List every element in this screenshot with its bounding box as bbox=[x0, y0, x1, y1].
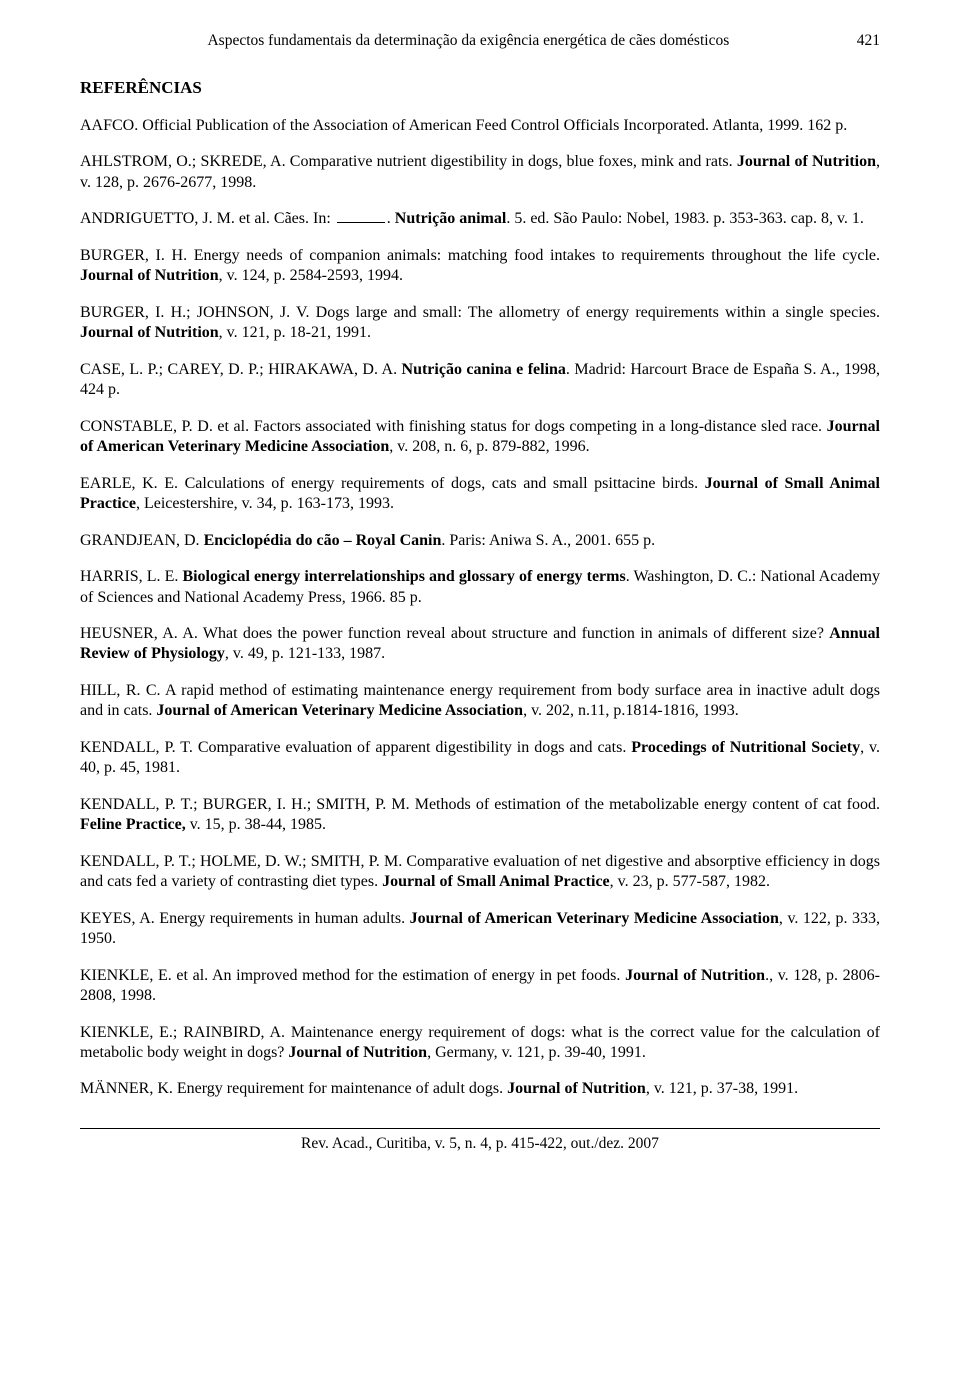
reference-title-bold: Biological energy interrelationships and… bbox=[182, 568, 625, 585]
running-head: Aspectos fundamentais da determinação da… bbox=[80, 32, 880, 50]
reference-text: CONSTABLE, P. D. et al. Factors associat… bbox=[80, 418, 827, 435]
reference-title-bold: Journal of American Veterinary Medicine … bbox=[156, 702, 523, 719]
reference-title-bold: Journal of Nutrition bbox=[80, 267, 219, 284]
footer-citation: Rev. Acad., Curitiba, v. 5, n. 4, p. 415… bbox=[80, 1135, 880, 1153]
reference-entry: KIENKLE, E.; RAINBIRD, A. Maintenance en… bbox=[80, 1023, 880, 1064]
reference-text: KENDALL, P. T. Comparative evaluation of… bbox=[80, 739, 631, 756]
reference-entry: BURGER, I. H.; JOHNSON, J. V. Dogs large… bbox=[80, 303, 880, 344]
reference-text: KENDALL, P. T.; BURGER, I. H.; SMITH, P.… bbox=[80, 796, 880, 813]
reference-text: AAFCO. Official Publication of the Assoc… bbox=[80, 117, 847, 134]
reference-entry: KENDALL, P. T. Comparative evaluation of… bbox=[80, 738, 880, 779]
section-title-references: REFERÊNCIAS bbox=[80, 78, 880, 98]
reference-title-bold: Journal of Nutrition bbox=[507, 1080, 646, 1097]
reference-entry: HILL, R. C. A rapid method of estimating… bbox=[80, 681, 880, 722]
reference-text: KEYES, A. Energy requirements in human a… bbox=[80, 910, 410, 927]
reference-entry: GRANDJEAN, D. Enciclopédia do cão – Roya… bbox=[80, 531, 880, 551]
reference-entry: KENDALL, P. T.; HOLME, D. W.; SMITH, P. … bbox=[80, 852, 880, 893]
reference-text: , v. 202, n.11, p.1814-1816, 1993. bbox=[523, 702, 739, 719]
reference-text: ANDRIGUETTO, J. M. et al. Cães. In: bbox=[80, 210, 335, 227]
reference-text: , v. 121, p. 37-38, 1991. bbox=[646, 1080, 798, 1097]
reference-text: , v. 124, p. 2584-2593, 1994. bbox=[219, 267, 403, 284]
reference-title-bold: Feline Practice, bbox=[80, 816, 186, 833]
reference-text: . bbox=[387, 210, 395, 227]
reference-entry: KIENKLE, E. et al. An improved method fo… bbox=[80, 966, 880, 1007]
reference-text: AHLSTROM, O.; SKREDE, A. Comparative nut… bbox=[80, 153, 737, 170]
reference-entry: AHLSTROM, O.; SKREDE, A. Comparative nut… bbox=[80, 152, 880, 193]
reference-title-bold: Journal of American Veterinary Medicine … bbox=[410, 910, 779, 927]
page-number: 421 bbox=[857, 32, 880, 50]
reference-text: v. 15, p. 38-44, 1985. bbox=[186, 816, 326, 833]
reference-title-bold: Nutrição canina e felina bbox=[402, 361, 566, 378]
reference-text: EARLE, K. E. Calculations of energy requ… bbox=[80, 475, 705, 492]
reference-text: KIENKLE, E. et al. An improved method fo… bbox=[80, 967, 625, 984]
reference-text: , v. 208, n. 6, p. 879-882, 1996. bbox=[389, 438, 589, 455]
reference-text: , Germany, v. 121, p. 39-40, 1991. bbox=[427, 1044, 646, 1061]
reference-entry: EARLE, K. E. Calculations of energy requ… bbox=[80, 474, 880, 515]
reference-title-bold: Journal of Nutrition bbox=[737, 153, 876, 170]
reference-entry: ANDRIGUETTO, J. M. et al. Cães. In: . Nu… bbox=[80, 209, 880, 229]
reference-text: HARRIS, L. E. bbox=[80, 568, 182, 585]
reference-entry: HARRIS, L. E. Biological energy interrel… bbox=[80, 567, 880, 608]
reference-entry: HEUSNER, A. A. What does the power funct… bbox=[80, 624, 880, 665]
reference-text: , Leicestershire, v. 34, p. 163-173, 199… bbox=[136, 495, 394, 512]
reference-title-bold: Journal of Nutrition bbox=[80, 324, 219, 341]
reference-text: MÄNNER, K. Energy requirement for mainte… bbox=[80, 1080, 507, 1097]
reference-title-bold: Journal of Small Animal Practice bbox=[382, 873, 610, 890]
reference-title-bold: Journal of Nutrition bbox=[625, 967, 765, 984]
reference-text: HEUSNER, A. A. What does the power funct… bbox=[80, 625, 829, 642]
reference-entry: KENDALL, P. T.; BURGER, I. H.; SMITH, P.… bbox=[80, 795, 880, 836]
reference-title-bold: Nutrição animal bbox=[395, 210, 507, 227]
reference-entry: BURGER, I. H. Energy needs of companion … bbox=[80, 246, 880, 287]
running-title: Aspectos fundamentais da determinação da… bbox=[207, 32, 729, 49]
reference-text: . Paris: Aniwa S. A., 2001. 655 p. bbox=[441, 532, 655, 549]
reference-text: . 5. ed. São Paulo: Nobel, 1983. p. 353-… bbox=[506, 210, 864, 227]
reference-title-bold: Enciclopédia do cão – Royal Canin bbox=[204, 532, 442, 549]
reference-text: , v. 23, p. 577-587, 1982. bbox=[610, 873, 770, 890]
reference-entry: AAFCO. Official Publication of the Assoc… bbox=[80, 116, 880, 136]
reference-entry: MÄNNER, K. Energy requirement for mainte… bbox=[80, 1079, 880, 1099]
reference-text: BURGER, I. H. Energy needs of companion … bbox=[80, 247, 880, 264]
reference-text: CASE, L. P.; CAREY, D. P.; HIRAKAWA, D. … bbox=[80, 361, 402, 378]
reference-text: , v. 121, p. 18-21, 1991. bbox=[219, 324, 371, 341]
blank-line bbox=[337, 222, 385, 223]
reference-entry: CASE, L. P.; CAREY, D. P.; HIRAKAWA, D. … bbox=[80, 360, 880, 401]
reference-text: GRANDJEAN, D. bbox=[80, 532, 204, 549]
reference-text: BURGER, I. H.; JOHNSON, J. V. Dogs large… bbox=[80, 304, 880, 321]
page-container: Aspectos fundamentais da determinação da… bbox=[0, 0, 960, 1394]
reference-entry: CONSTABLE, P. D. et al. Factors associat… bbox=[80, 417, 880, 458]
reference-title-bold: Procedings of Nutritional Society bbox=[631, 739, 860, 756]
references-list: AAFCO. Official Publication of the Assoc… bbox=[80, 116, 880, 1100]
reference-title-bold: Journal of Nutrition bbox=[288, 1044, 427, 1061]
reference-entry: KEYES, A. Energy requirements in human a… bbox=[80, 909, 880, 950]
footer-rule bbox=[80, 1128, 880, 1129]
reference-text: , v. 49, p. 121-133, 1987. bbox=[225, 645, 385, 662]
